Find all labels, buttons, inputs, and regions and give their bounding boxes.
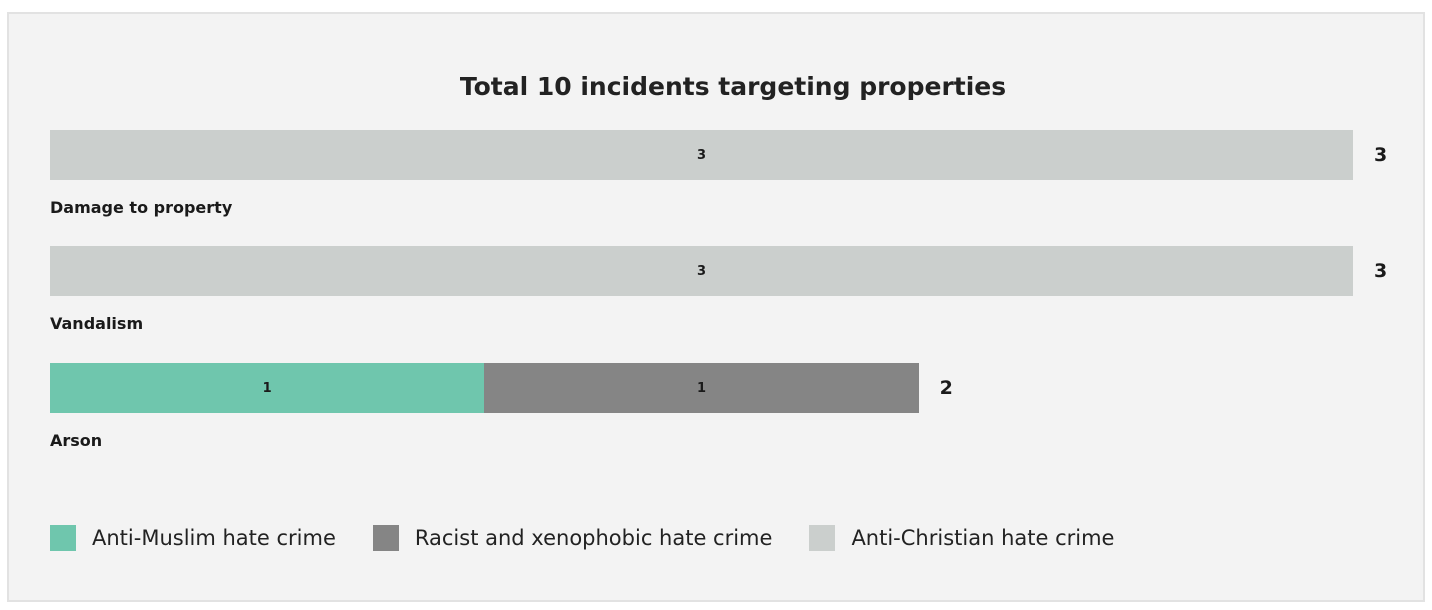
bar-segment: 3 xyxy=(50,246,1353,296)
bar-segment: 3 xyxy=(50,130,1353,180)
legend: Anti-Muslim hate crime Racist and xenoph… xyxy=(50,525,1151,551)
category-label: Vandalism xyxy=(50,314,144,333)
bar-total-label: 2 xyxy=(939,377,953,399)
chart-card: Total 10 incidents targeting properties … xyxy=(7,12,1425,602)
bar-total-label: 3 xyxy=(1374,260,1388,282)
bar-value-label: 1 xyxy=(696,380,707,396)
category-label: Arson xyxy=(50,431,103,450)
legend-swatch xyxy=(50,525,76,551)
bar-value-label: 1 xyxy=(262,380,272,396)
legend-label: Anti-Muslim hate crime xyxy=(92,526,336,550)
bar-row-vandalism: 3 3 xyxy=(50,246,1410,296)
chart-title: Total 10 incidents targeting properties xyxy=(459,72,1007,101)
bar-value-label: 3 xyxy=(696,147,707,163)
bar-segment: 1 xyxy=(50,363,485,413)
legend-item-racist-xenophobic: Racist and xenophobic hate crime xyxy=(372,525,773,551)
bar-row-damage-to-property: 3 3 xyxy=(50,130,1410,180)
category-label: Damage to property xyxy=(50,198,233,217)
bar-track: 3 xyxy=(50,130,1353,180)
bar-track: 3 xyxy=(50,246,1353,296)
bar-segment: 1 xyxy=(484,363,919,413)
legend-item-anti-christian: Anti-Christian hate crime xyxy=(809,525,1114,551)
legend-swatch xyxy=(372,525,399,551)
bar-total-label: 3 xyxy=(1374,144,1388,166)
legend-label: Racist and xenophobic hate crime xyxy=(414,526,773,550)
legend-swatch xyxy=(809,525,836,551)
legend-label: Anti-Christian hate crime xyxy=(851,526,1115,550)
bar-value-label: 3 xyxy=(696,263,707,279)
legend-item-anti-muslim: Anti-Muslim hate crime xyxy=(50,525,336,551)
